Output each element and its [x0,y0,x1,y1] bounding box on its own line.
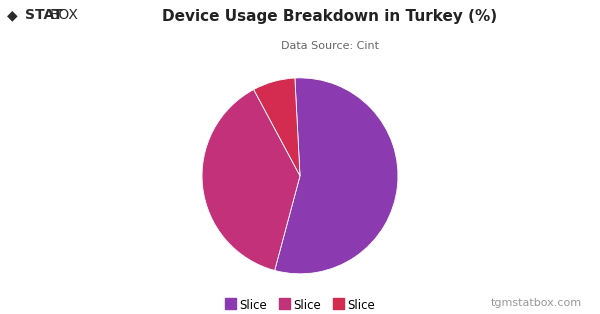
Text: Data Source: Cint: Data Source: Cint [281,41,379,51]
Text: STAT: STAT [25,8,63,22]
Text: tgmstatbox.com: tgmstatbox.com [491,298,582,308]
Text: ◆: ◆ [7,8,18,22]
Text: Device Usage Breakdown in Turkey (%): Device Usage Breakdown in Turkey (%) [163,9,497,24]
Text: BOX: BOX [49,8,78,22]
Wedge shape [254,78,300,176]
Legend: Slice, Slice, Slice: Slice, Slice, Slice [221,295,379,314]
Wedge shape [275,78,398,274]
Wedge shape [202,89,300,270]
